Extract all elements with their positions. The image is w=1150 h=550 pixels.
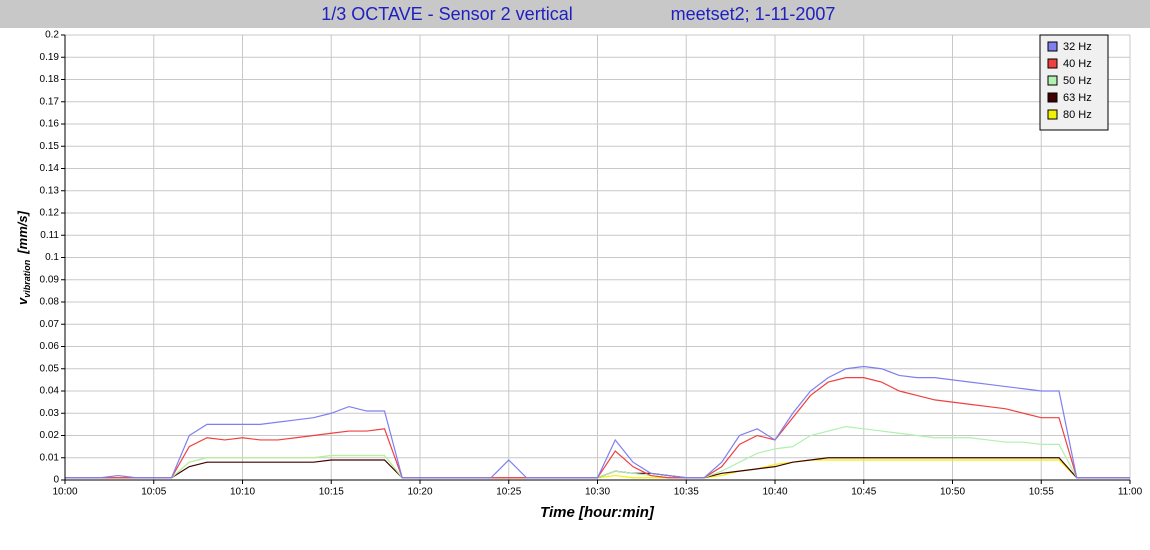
- y-tick-label: 0.19: [40, 52, 60, 63]
- y-tick-label: 0.09: [40, 274, 60, 285]
- legend-swatch: [1047, 92, 1058, 103]
- legend-label: 32 Hz: [1063, 41, 1092, 53]
- y-tick-label: 0.06: [40, 341, 60, 352]
- legend-swatch: [1047, 58, 1058, 69]
- y-tick-label: 0.14: [40, 163, 60, 174]
- y-tick-label: 0.11: [40, 230, 59, 241]
- y-label-unit: [mm/s]: [15, 210, 30, 254]
- grid: [64, 34, 1131, 481]
- y-tick-label: 0.01: [40, 452, 60, 463]
- y-tick-label: 0.15: [40, 141, 60, 152]
- y-tick-label: 0.03: [40, 408, 60, 419]
- chart-subtitle: meetset2; 1-11-2007: [671, 4, 836, 24]
- y-tick-label: 0: [53, 475, 59, 486]
- y-tick-label: 0.12: [40, 208, 60, 219]
- x-tick-label: 10:50: [940, 487, 965, 498]
- legend-label: 50 Hz: [1063, 75, 1092, 87]
- y-tick-label: 0.17: [40, 96, 60, 107]
- y-tick-label: 0.18: [40, 74, 60, 85]
- x-tick-label: 10:40: [762, 487, 787, 498]
- x-tick-label: 10:35: [674, 487, 699, 498]
- y-tick-label: 0.02: [40, 430, 60, 441]
- x-tick-label: 10:20: [407, 487, 432, 498]
- legend-label: 40 Hz: [1063, 58, 1092, 70]
- x-tick-label: 10:30: [585, 487, 610, 498]
- x-tick-label: 10:10: [230, 487, 255, 498]
- legend-label: 63 Hz: [1063, 92, 1092, 104]
- legend-swatch: [1047, 75, 1058, 86]
- x-tick-label: 10:55: [1029, 487, 1054, 498]
- x-tick-label: 11:00: [1118, 487, 1143, 498]
- y-tick-label: 0.1: [45, 252, 59, 263]
- y-tick-label: 0.2: [45, 30, 59, 41]
- legend-swatch: [1047, 41, 1058, 52]
- x-tick-label: 10:15: [319, 487, 344, 498]
- x-tick-label: 10:05: [141, 487, 166, 498]
- legend: 32 Hz 40 Hz 50 Hz 63 Hz 80 Hz: [1039, 34, 1109, 131]
- y-tick-label: 0.07: [40, 319, 60, 330]
- title-bar: [0, 0, 1150, 28]
- x-axis-label: Time [hour:min]: [540, 504, 655, 521]
- axes: 0 0.01 0.02 0.03 0.04 0.05 0.06 0.07 0.08 0.09 0.1…: [40, 30, 1143, 498]
- series-line: [65, 365, 1130, 479]
- legend-label: 80 Hz: [1063, 109, 1092, 121]
- x-tick-label: 10:00: [52, 487, 77, 498]
- y-label-symbol: v: [15, 297, 30, 305]
- x-tick-label: 10:25: [496, 487, 521, 498]
- y-tick-label: 0.16: [40, 119, 60, 130]
- plot-lines: [65, 365, 1130, 479]
- x-tick-label: 10:45: [851, 487, 876, 498]
- y-tick-label: 0.08: [40, 297, 60, 308]
- chart-title: 1/3 OCTAVE - Sensor 2 vertical: [321, 4, 572, 24]
- y-axis-label: vvibration [mm/s]: [15, 210, 32, 305]
- y-tick-label: 0.13: [40, 185, 60, 196]
- y-tick-label: 0.04: [40, 386, 60, 397]
- y-tick-label: 0.05: [40, 363, 60, 374]
- y-label-subscript: vibration: [22, 259, 32, 298]
- legend-swatch: [1047, 109, 1058, 120]
